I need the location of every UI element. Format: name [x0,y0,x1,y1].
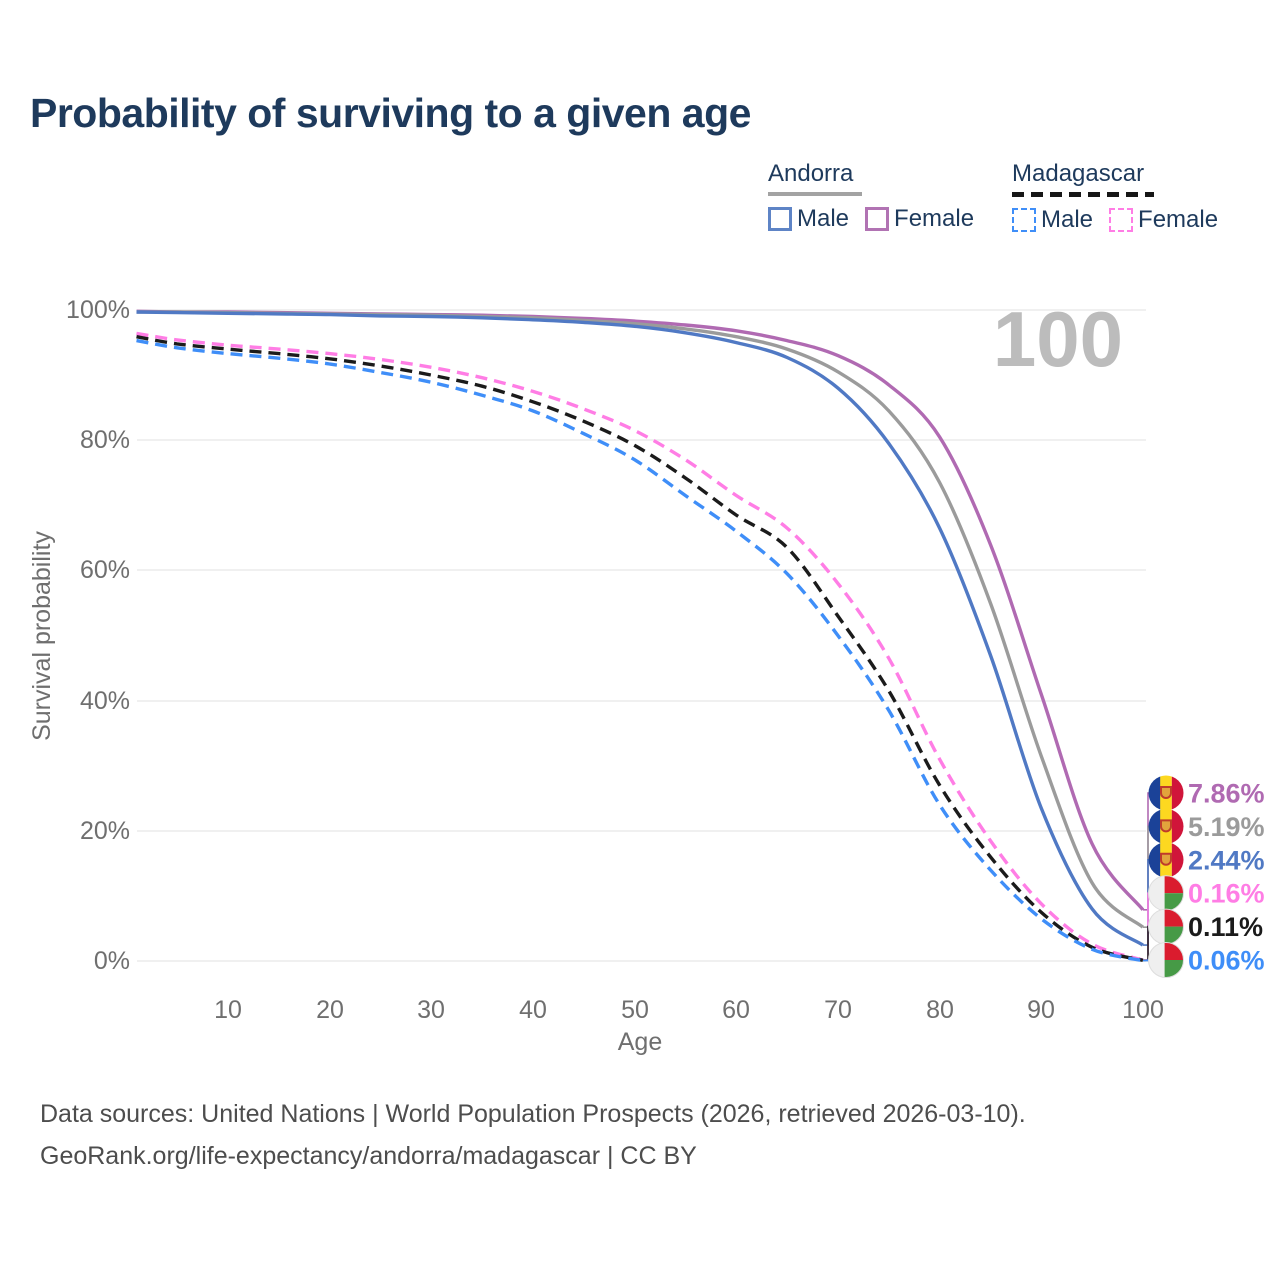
legend-swatch-andorra-male[interactable] [768,207,792,231]
data-sources-text: Data sources: United Nations | World Pop… [40,1100,1026,1128]
x-tick: 70 [824,996,852,1024]
x-tick: 30 [417,996,445,1024]
flag-ring [1148,942,1184,978]
series-line-andorra-combined[interactable] [136,310,1145,929]
legend-swatch-madagascar-male[interactable] [1012,208,1036,232]
attribution-text: GeoRank.org/life-expectancy/andorra/mada… [40,1142,697,1170]
legend-label-andorra-female[interactable]: Female [894,205,975,232]
legend-label-andorra-male[interactable]: Male [797,205,850,232]
series-end-value-madagascar-female: 0.16% [1188,879,1265,909]
series-end-value-madagascar-combined: 0.11% [1188,912,1263,942]
chart-footer: Data sources: United Nations | World Pop… [40,1100,1026,1184]
andorra-flag-icon [1148,808,1184,844]
series-end-labels: 7.86%5.19%2.44% 0.16%0.11% 0.06% [1148,775,1265,978]
y-tick: 20% [80,817,130,845]
legend-label-madagascar-male[interactable]: Male [1041,206,1094,233]
legend-line-style-solid [768,192,862,196]
x-tick: 50 [621,996,649,1024]
legend-group-madagascar: Madagascar Male Female [1012,160,1234,234]
series-line-andorra-male[interactable] [136,310,1144,947]
andorra-flag-icon [1148,775,1184,811]
legend-swatch-madagascar-female[interactable] [1109,208,1134,232]
x-tick: 90 [1027,996,1055,1024]
x-tick: 80 [926,996,954,1024]
legend-line-style-dashed [1012,192,1154,197]
page-title: Probability of surviving to a given age [30,90,751,136]
x-axis-ticks: 10 20 30 40 50 60 70 80 90 100 [214,996,1164,1024]
y-tick: 100% [66,296,130,324]
series-end-value-andorra-female: 7.86% [1188,779,1265,809]
series-end-value-andorra-combined: 5.19% [1188,812,1265,842]
series-end-value-madagascar-male: 0.06% [1188,946,1265,976]
hovered-age-watermark: 100 [993,295,1123,383]
legend-label-madagascar-female[interactable]: Female [1138,206,1219,233]
legend-country-madagascar: Madagascar [1012,160,1145,187]
series-curves[interactable] [136,309,1145,963]
y-tick: 80% [80,426,130,454]
legend-group-andorra: Andorra Male Female [768,160,990,233]
x-tick: 60 [722,996,750,1024]
y-tick: 40% [80,687,130,715]
x-tick: 40 [519,996,547,1024]
x-tick: 20 [316,996,344,1024]
series-line-madagascar-combined[interactable] [136,335,1144,962]
legend-country-andorra: Andorra [768,160,854,187]
x-tick: 10 [214,996,242,1024]
legend-swatch-andorra-female[interactable] [865,207,890,231]
x-axis-title: Age [618,1028,662,1056]
y-tick: 0% [94,947,130,975]
series-end-value-andorra-male: 2.44% [1188,845,1265,875]
series-line-madagascar-female[interactable] [136,331,1144,962]
y-tick: 60% [80,556,130,584]
x-tick: 100 [1122,996,1164,1024]
y-axis-ticks: 0% 20% 40% 60% 80% 100% [66,296,130,975]
andorra-flag-icon [1148,842,1184,878]
y-axis-title: Survival probability [28,531,56,741]
